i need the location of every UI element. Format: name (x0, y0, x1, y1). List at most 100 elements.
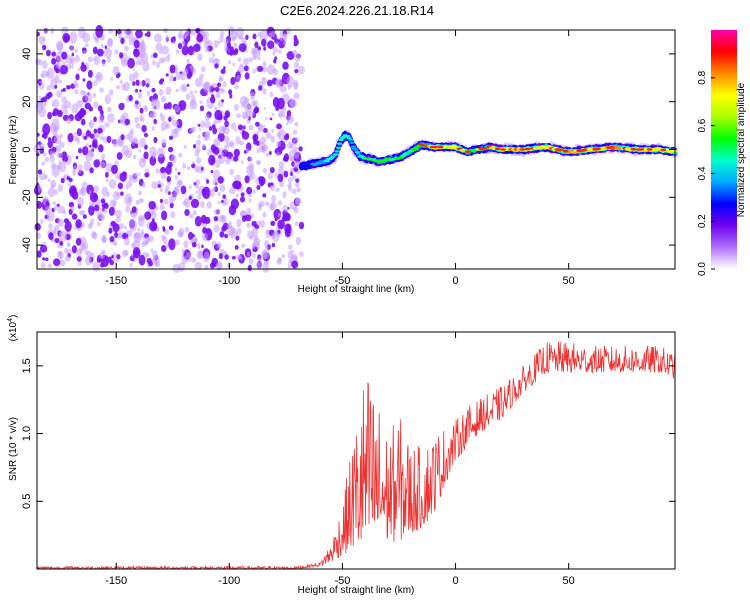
noise-blob (58, 259, 66, 267)
noise-blob (249, 110, 255, 117)
noise-blob (219, 30, 225, 38)
noise-blob (172, 40, 176, 44)
ridge-peak (638, 148, 645, 151)
noise-blob (294, 53, 301, 62)
noise-blob (271, 194, 277, 203)
noise-blob (168, 225, 174, 231)
noise-blob (287, 263, 291, 269)
noise-blob (191, 257, 197, 263)
noise-blob (125, 230, 129, 235)
noise-blob (160, 234, 166, 241)
noise-blob (151, 181, 158, 190)
noise-blob (184, 226, 190, 233)
noise-blob (262, 88, 267, 95)
noise-blob (161, 127, 164, 132)
noise-blob (287, 177, 293, 183)
noise-blob (269, 91, 274, 98)
noise-blob (51, 99, 60, 108)
noise-blob (107, 113, 115, 123)
noise-blob (201, 66, 206, 73)
noise-blob (78, 147, 82, 154)
noise-blob (170, 211, 176, 219)
noise-blob (235, 26, 245, 40)
noise-blob (241, 160, 244, 165)
noise-blob (164, 229, 170, 235)
noise-blob (237, 57, 242, 63)
noise-blob (111, 164, 118, 175)
noise-blob (135, 88, 138, 93)
noise-blob (298, 65, 305, 75)
noise-blob (78, 26, 86, 39)
noise-blob (162, 57, 166, 63)
noise-blob (220, 214, 225, 220)
snr-x-tick-label: -150 (105, 575, 127, 587)
noise-blob (224, 254, 229, 260)
noise-blob (105, 178, 109, 183)
noise-blob (201, 244, 204, 249)
noise-blob (129, 262, 133, 268)
noise-blob (104, 94, 112, 105)
noise-blob (240, 192, 245, 198)
noise-blob (213, 40, 219, 48)
noise-blob (75, 237, 82, 246)
heatmap-x-axis-label: Height of straight line (km) (298, 284, 415, 295)
noise-blob (253, 48, 258, 54)
noise-blob (96, 221, 101, 227)
noise-blob (150, 248, 154, 253)
noise-blob (155, 168, 159, 174)
noise-blob (138, 190, 142, 196)
noise-blob (123, 237, 130, 246)
noise-blob (252, 134, 259, 142)
noise-blob (120, 37, 125, 45)
noise-blob (262, 124, 266, 128)
noise-blob (273, 208, 282, 220)
ridge-peak (445, 145, 452, 149)
noise-blob (277, 219, 285, 230)
noise-blob (205, 114, 210, 122)
noise-blob (72, 169, 77, 176)
noise-blob (84, 102, 92, 110)
noise-blob (161, 138, 167, 147)
noise-blob (178, 227, 185, 236)
noise-blob (267, 79, 273, 87)
noise-blob (261, 38, 267, 47)
noise-blob (232, 180, 241, 189)
noise-blob (45, 201, 49, 206)
noise-blob (251, 243, 256, 249)
ridge-peak (646, 148, 653, 151)
noise-blob (152, 223, 158, 231)
noise-blob (99, 161, 107, 169)
noise-blob (127, 131, 134, 138)
noise-blob (124, 35, 127, 39)
noise-blob (161, 172, 167, 180)
noise-blob (51, 57, 57, 65)
noise-blob (218, 252, 223, 260)
noise-blob (75, 155, 79, 160)
noise-blob (76, 248, 83, 257)
noise-blob (183, 145, 187, 149)
noise-blob (288, 244, 293, 251)
noise-blob (58, 79, 63, 84)
noise-blob (293, 160, 301, 169)
noise-blob (241, 243, 246, 248)
noise-blob (44, 205, 52, 215)
noise-blob (268, 151, 272, 155)
noise-blob (255, 261, 262, 269)
noise-blob (42, 96, 48, 103)
noise-blob (82, 78, 86, 82)
noise-blob (294, 182, 300, 188)
noise-blob (93, 143, 98, 149)
noise-blob (268, 32, 273, 39)
noise-blob (66, 85, 71, 90)
noise-blob (278, 110, 284, 117)
heatmap-x-tick-label: -150 (105, 275, 127, 287)
noise-blob (202, 82, 209, 90)
noise-blob (60, 177, 65, 184)
noise-blob (195, 190, 199, 195)
noise-blob (244, 175, 250, 184)
noise-blob (117, 182, 124, 190)
noise-blob (64, 255, 71, 262)
noise-blob (200, 200, 205, 209)
heatmap-x-tick-label: -100 (218, 275, 240, 287)
noise-blob (265, 152, 269, 157)
